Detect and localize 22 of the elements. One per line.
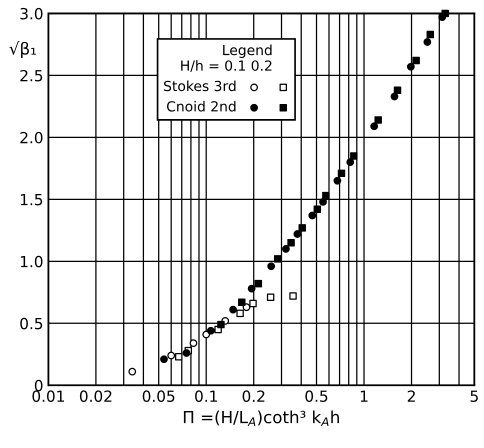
legend-title: Legend [223,44,272,58]
x-tick-label: 0.01 [32,390,64,402]
y-axis-title: √β₁ [9,41,36,58]
x-tick-label: 1 [360,390,368,402]
x-tick-label: 0.05 [142,390,174,402]
y-tick-label: 0.5 [20,318,42,330]
x-axis-title: Π =(H/L$_{A}$)coth³ k$_{A}$h [184,410,339,426]
x-tick-label: 0.1 [195,390,217,402]
legend-label: Stokes 3rd [164,80,236,92]
y-tick-label: 3.0 [20,8,43,20]
x-tick-label: 0.5 [305,390,328,402]
y-tick-label: 0 [34,380,43,392]
y-tick-label: 1.5 [20,194,42,206]
y-tick-label: 2.5 [20,70,42,82]
y-tick-label: 1.0 [20,256,43,268]
y-tick-label: 2.0 [20,132,43,144]
x-tick-label: 0.02 [80,390,112,402]
annotation: H/h = 0.1 0.2 [181,60,272,72]
x-tick-label: 5 [470,390,478,402]
x-tick-label: 2 [408,390,415,402]
legend-label: Cnoid 2nd [166,100,236,112]
x-tick-label: 0.2 [242,390,264,402]
